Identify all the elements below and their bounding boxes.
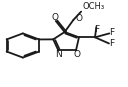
Text: F: F: [109, 39, 114, 48]
Text: O: O: [52, 13, 59, 22]
Text: OCH₃: OCH₃: [82, 2, 104, 11]
Text: F: F: [94, 25, 99, 34]
Text: N: N: [55, 50, 62, 59]
Text: O: O: [73, 50, 80, 59]
Text: O: O: [75, 14, 82, 23]
Text: F: F: [109, 29, 114, 37]
